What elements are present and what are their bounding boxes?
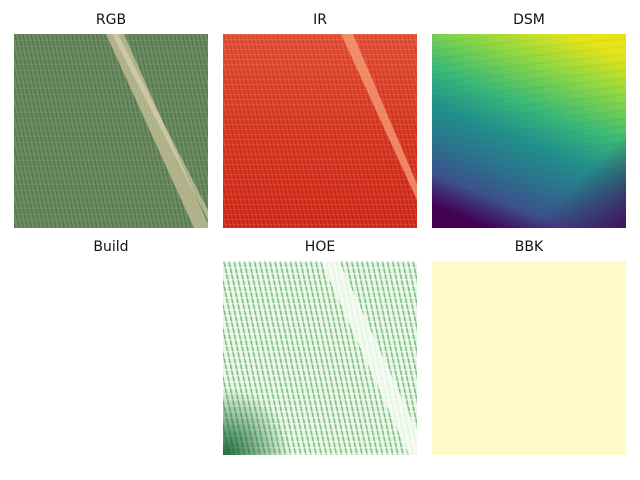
bbk-image [432,261,626,455]
panel-title-dsm: DSM [432,12,626,28]
panel-title-hoe: HOE [223,239,417,255]
ir-image [223,34,417,228]
build-image [14,261,208,455]
panel-title-bbk: BBK [432,239,626,255]
hoe-image [223,261,417,455]
rgb-image [14,34,208,228]
panel-title-build: Build [14,239,208,255]
panel-title-rgb: RGB [14,12,208,28]
panel-title-ir: IR [223,12,417,28]
dsm-image [432,34,626,228]
